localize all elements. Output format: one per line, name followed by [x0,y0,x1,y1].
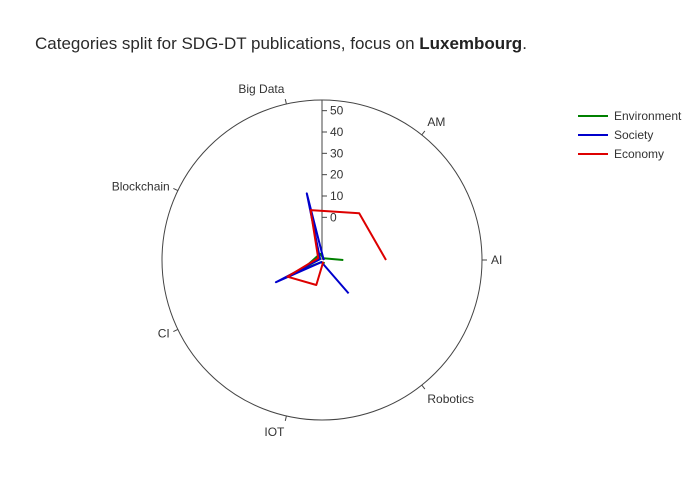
angular-label-big-data: Big Data [238,82,284,96]
legend-swatch [578,152,608,155]
legend-swatch [578,114,608,117]
series-line-economy [286,209,387,286]
radial-tick-label: 0 [330,210,337,224]
legend-item-society[interactable]: Society [578,125,681,144]
angular-tick [284,99,287,105]
series-line-society [274,192,350,295]
legend-item-environment[interactable]: Environment [578,106,681,125]
radial-tick-label: 20 [330,168,344,182]
legend-label: Environment [614,108,682,123]
angular-label-ci: CI [158,326,170,340]
angular-label-blockchain: Blockchain [112,180,170,194]
legend: Environment Society Economy [578,106,681,163]
radial-tick-label: 50 [330,104,344,118]
legend-item-economy[interactable]: Economy [578,144,681,163]
legend-label: Economy [614,146,665,161]
angular-tick [284,415,287,421]
radial-tick-label: 10 [330,189,344,203]
legend-label: Society [614,127,654,142]
angular-label-ai: AI [491,253,502,267]
radial-tick-label: 30 [330,146,344,160]
angular-tick [421,130,426,136]
angular-tick [421,384,426,390]
angular-tick [173,187,179,192]
chart-title-focus: Luxembourg [419,34,523,53]
angular-label-robotics: Robotics [427,392,474,406]
angular-label-iot: IOT [264,425,285,439]
chart-title-prefix: Categories split for SDG-DT publications… [35,34,420,53]
angular-tick [173,328,179,333]
chart-title-suffix: . [522,34,527,53]
radial-tick-label: 40 [330,125,344,139]
angular-label-am: AM [427,115,445,129]
chart-title: Categories split for SDG-DT publications… [35,34,527,54]
legend-swatch [578,133,608,136]
